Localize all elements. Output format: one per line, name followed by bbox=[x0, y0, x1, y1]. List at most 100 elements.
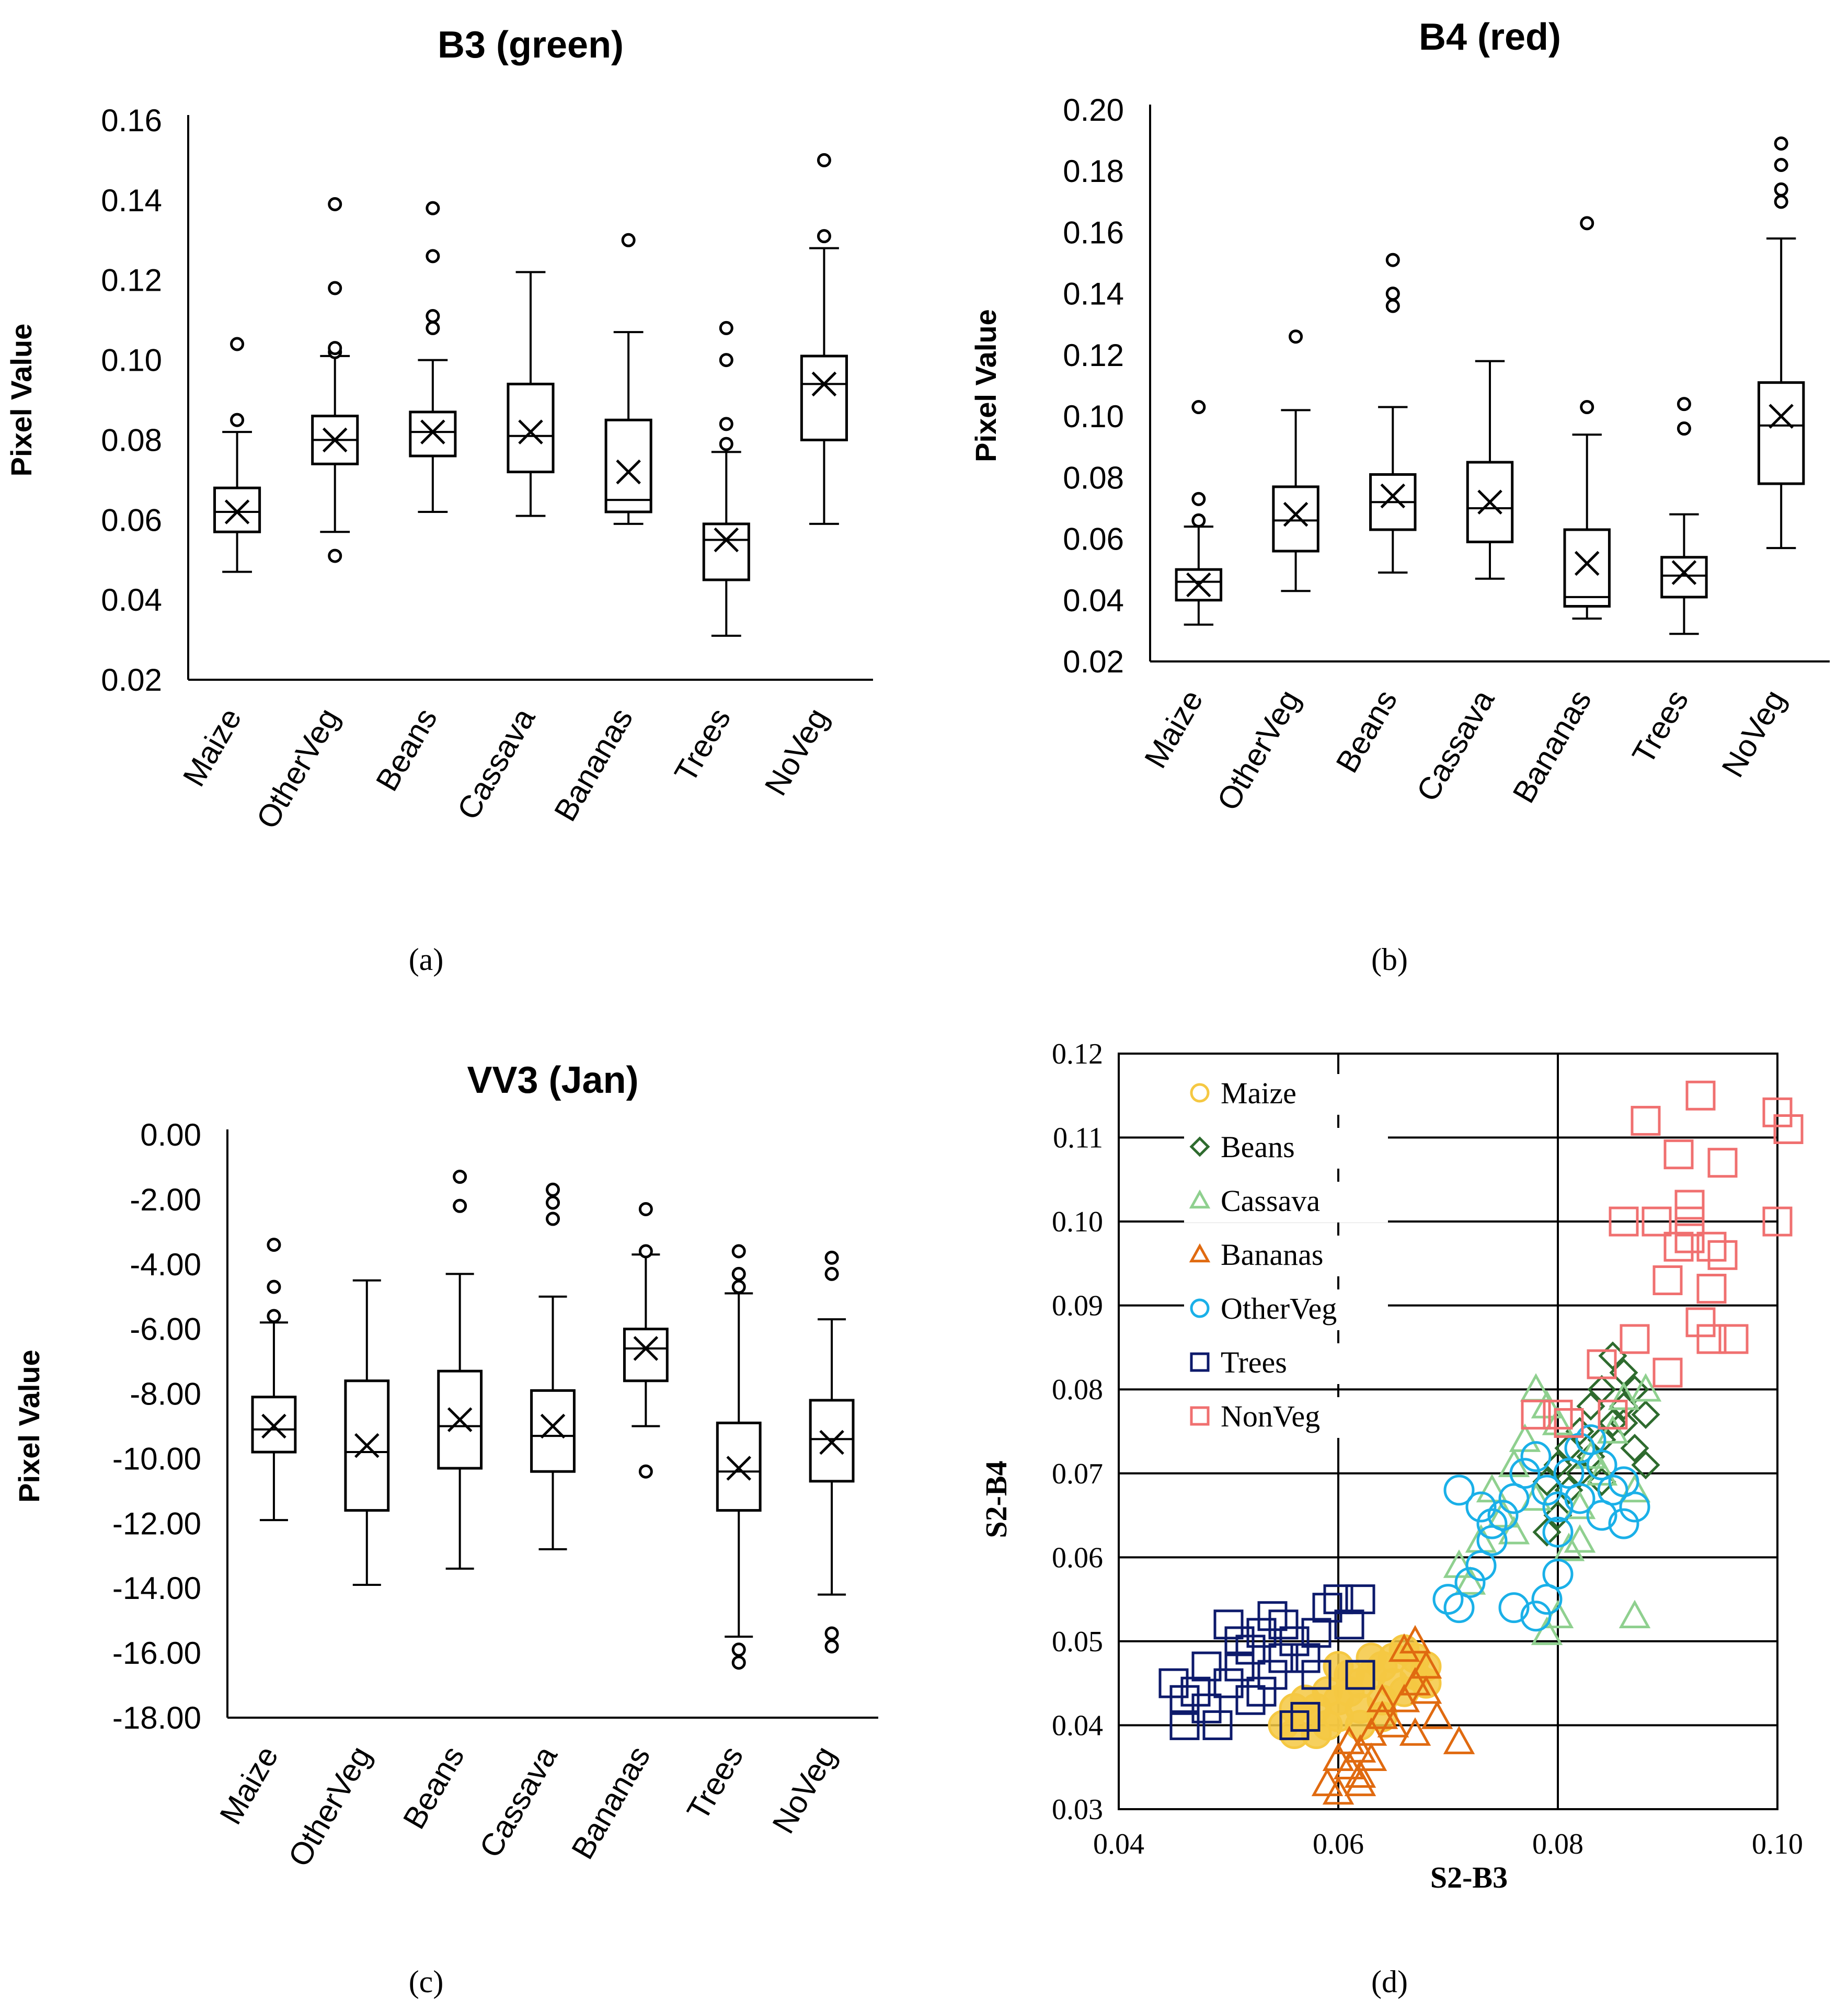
category-label-beans: Beans bbox=[1329, 684, 1404, 779]
point-trees bbox=[1279, 1626, 1310, 1656]
outlier-beans bbox=[1385, 253, 1400, 267]
outlier-noveg bbox=[817, 153, 831, 167]
chart-title: B4 (red) bbox=[1419, 16, 1561, 58]
point-bananas bbox=[1333, 1751, 1365, 1780]
point-trees bbox=[1213, 1609, 1244, 1640]
point-otherveg bbox=[1542, 1516, 1574, 1548]
y-tick-label: 0.09 bbox=[1052, 1290, 1103, 1322]
x-tick-label: 0.10 bbox=[1752, 1828, 1803, 1860]
outlier-noveg bbox=[1774, 182, 1788, 197]
outlier-bananas bbox=[638, 1244, 653, 1259]
x-tick-label: 0.06 bbox=[1313, 1828, 1364, 1860]
point-otherveg bbox=[1586, 1500, 1617, 1531]
point-nonveg bbox=[1587, 1349, 1617, 1379]
category-label-otherveg: OtherVeg bbox=[1210, 684, 1307, 816]
mean-marker-trees bbox=[1671, 560, 1697, 585]
mean-marker-beans bbox=[1380, 483, 1406, 509]
point-nonveg bbox=[1663, 1231, 1694, 1262]
point-cassava bbox=[1542, 1407, 1574, 1435]
panel-label-d: (d) bbox=[1371, 1964, 1408, 1999]
outlier-beans bbox=[426, 309, 440, 323]
y-tick-label: 0.04 bbox=[101, 582, 162, 618]
category-label-bananas: Bananas bbox=[1506, 684, 1598, 809]
point-bananas bbox=[1344, 1759, 1376, 1788]
point-trees bbox=[1180, 1676, 1211, 1707]
outlier-beans bbox=[1385, 287, 1400, 301]
point-trees bbox=[1345, 1584, 1375, 1615]
scatter-chart-b3-b4: 0.030.040.050.060.070.080.090.100.110.12… bbox=[979, 1038, 1804, 1894]
outlier-beans bbox=[453, 1170, 467, 1184]
point-trees bbox=[1191, 1651, 1222, 1682]
point-trees bbox=[1169, 1685, 1200, 1715]
chart-title: B3 (green) bbox=[438, 24, 624, 66]
point-cassava bbox=[1498, 1516, 1530, 1545]
point-nonveg bbox=[1718, 1324, 1749, 1354]
box-beans bbox=[409, 410, 457, 458]
outlier-noveg bbox=[1774, 158, 1788, 172]
category-label-trees: Trees bbox=[1625, 684, 1695, 770]
point-otherveg bbox=[1432, 1584, 1464, 1615]
point-otherveg bbox=[1575, 1424, 1606, 1456]
point-cassava bbox=[1575, 1440, 1607, 1469]
point-nonveg bbox=[1598, 1399, 1628, 1430]
y-tick-label: 0.18 bbox=[1063, 154, 1124, 189]
box-chart-vv3-jan: VV3 (Jan) -18.00 -16.00 -14.00 -12.00 -10.00 -… bbox=[13, 1059, 878, 1872]
category-label-maize: Maize bbox=[1138, 684, 1210, 774]
outlier-bananas bbox=[1580, 216, 1594, 231]
y-tick-label: 0.04 bbox=[1063, 583, 1124, 618]
outlier-maize bbox=[230, 413, 245, 427]
y-tick-label: 0.02 bbox=[101, 662, 162, 698]
point-maize bbox=[1356, 1642, 1387, 1674]
x-axis-label: S2-B3 bbox=[1430, 1860, 1508, 1894]
y-tick-label: -18.00 bbox=[112, 1700, 201, 1735]
y-tick-label: -10.00 bbox=[112, 1441, 201, 1476]
point-otherveg bbox=[1443, 1475, 1475, 1506]
point-bananas bbox=[1388, 1684, 1420, 1712]
y-tick-label: -14.00 bbox=[112, 1571, 201, 1606]
outlier-noveg bbox=[824, 1639, 839, 1654]
point-trees bbox=[1246, 1618, 1277, 1648]
y-tick-label: 0.12 bbox=[1063, 338, 1124, 373]
point-otherveg bbox=[1564, 1483, 1596, 1514]
y-axis-label: S2-B4 bbox=[979, 1460, 1013, 1538]
point-nonveg bbox=[1620, 1324, 1650, 1354]
category-label-cassava: Cassava bbox=[473, 1740, 564, 1863]
panel-label-a: (a) bbox=[409, 942, 444, 977]
legend-marker-bananas bbox=[1189, 1243, 1211, 1263]
outlier-otherveg bbox=[328, 549, 342, 563]
point-nonveg bbox=[1609, 1206, 1639, 1237]
legend-bg-beans bbox=[1184, 1128, 1388, 1169]
point-otherveg bbox=[1443, 1592, 1475, 1624]
point-nonveg bbox=[1696, 1324, 1727, 1354]
point-nonveg bbox=[1631, 1105, 1661, 1136]
y-tick-label: 0.00 bbox=[140, 1117, 201, 1152]
point-otherveg bbox=[1520, 1441, 1552, 1472]
point-trees bbox=[1257, 1601, 1288, 1631]
outlier-bananas bbox=[1580, 400, 1594, 415]
point-trees bbox=[1224, 1626, 1255, 1656]
point-nonveg bbox=[1685, 1307, 1716, 1338]
point-beans bbox=[1631, 1450, 1660, 1480]
box-bananas bbox=[604, 418, 652, 513]
point-bananas bbox=[1355, 1742, 1387, 1771]
outlier-trees bbox=[719, 417, 733, 431]
y-tick-label: 0.02 bbox=[1063, 644, 1124, 679]
point-cassava bbox=[1454, 1566, 1486, 1595]
outlier-trees bbox=[731, 1642, 746, 1657]
point-nonveg bbox=[1674, 1206, 1705, 1237]
box-trees bbox=[702, 522, 750, 581]
point-nonveg bbox=[1773, 1114, 1804, 1144]
outlier-trees bbox=[719, 437, 733, 451]
outlier-bananas bbox=[638, 1202, 653, 1216]
point-nonveg bbox=[1674, 1190, 1705, 1220]
category-label-beans: Beans bbox=[369, 702, 444, 797]
legend-marker-maize bbox=[1190, 1083, 1210, 1103]
outlier-maize bbox=[267, 1309, 281, 1323]
point-trees bbox=[1257, 1660, 1288, 1690]
legend-marker-nonveg bbox=[1190, 1406, 1210, 1426]
box-bananas bbox=[623, 1328, 669, 1382]
point-nonveg bbox=[1642, 1206, 1672, 1237]
y-tick-label: 0.08 bbox=[1052, 1374, 1103, 1406]
point-beans bbox=[1620, 1434, 1649, 1463]
outlier-beans bbox=[426, 321, 440, 335]
